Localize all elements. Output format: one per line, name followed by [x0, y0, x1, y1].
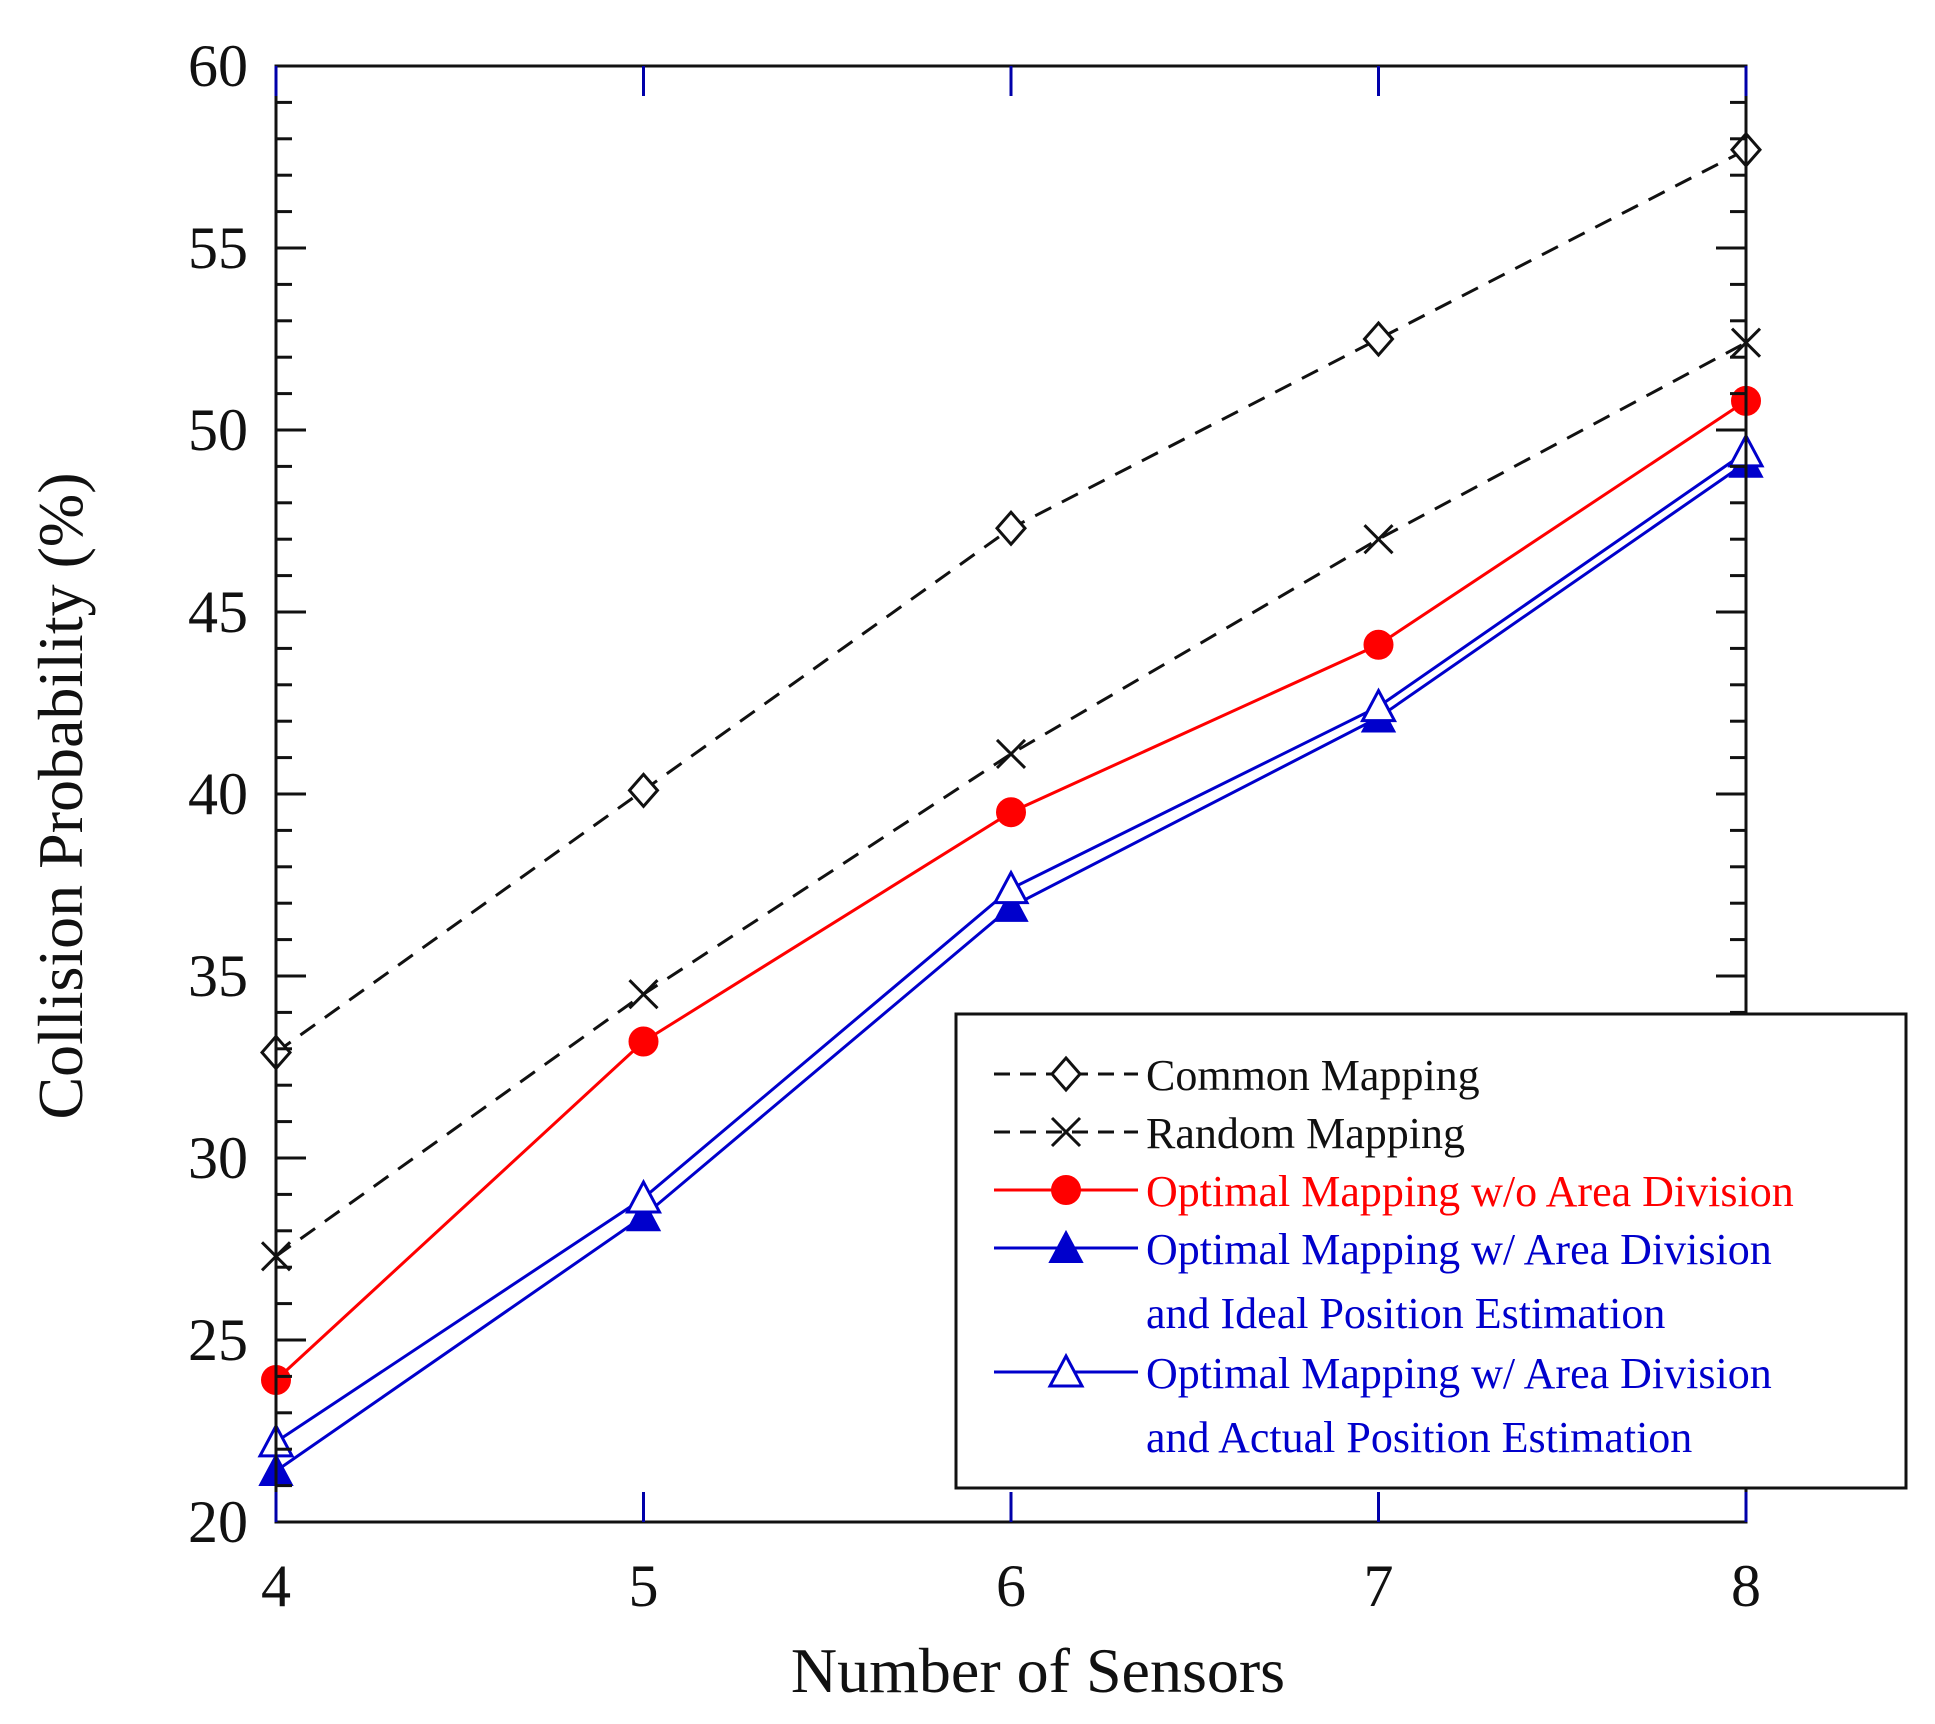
y-tick-label: 40 — [188, 761, 248, 827]
x-tick-label: 7 — [1364, 1553, 1394, 1619]
y-axis-title: Collision Probability (%) — [25, 472, 96, 1119]
data-point — [992, 869, 1030, 905]
x-tick-label: 5 — [629, 1553, 659, 1619]
x-tick-label: 6 — [996, 1553, 1026, 1619]
data-point — [628, 979, 659, 1010]
legend-label: Optimal Mapping w/o Area Division — [1146, 1167, 1794, 1216]
series-layer — [257, 131, 1765, 1487]
legend-marker — [1050, 1116, 1082, 1148]
y-tick-label: 20 — [188, 1489, 248, 1555]
legend-label: and Actual Position Estimation — [1146, 1413, 1692, 1462]
x-tick-label: 8 — [1731, 1553, 1761, 1619]
data-point — [1362, 320, 1395, 358]
data-point — [1363, 629, 1394, 660]
legend-label: and Ideal Position Estimation — [1146, 1289, 1665, 1338]
legend-item: Optimal Mapping w/o Area Division — [994, 1167, 1794, 1216]
data-point — [625, 1198, 662, 1232]
y-tick-label: 30 — [188, 1125, 248, 1191]
legend: Common Mapping Random Mapping Optimal Mapp… — [954, 1012, 1908, 1490]
legend-label: Common Mapping — [1146, 1051, 1480, 1100]
legend-box — [954, 1012, 1908, 1490]
y-tick-label: 50 — [188, 397, 248, 463]
data-point — [628, 1026, 659, 1057]
marker-stroke — [995, 738, 1027, 770]
series-line — [275, 341, 1747, 1258]
data-point — [996, 797, 1026, 828]
data-point — [1363, 524, 1394, 555]
marker-stroke — [628, 979, 659, 1010]
y-tick-label: 60 — [188, 33, 248, 99]
data-point — [995, 738, 1027, 770]
y-tick-label: 45 — [188, 579, 248, 645]
y-tick-label: 55 — [188, 215, 248, 281]
y-tick-label: 25 — [188, 1307, 248, 1373]
legend-marker — [1048, 1229, 1084, 1263]
legend-item: Common Mapping — [994, 1051, 1480, 1100]
data-point — [627, 772, 660, 809]
y-tick-label: 35 — [188, 943, 248, 1009]
legend-item: Optimal Mapping w/ Area Division and Actu… — [994, 1349, 1772, 1462]
marker-stroke — [1050, 1116, 1082, 1148]
data-point — [995, 510, 1027, 547]
data-point — [1360, 687, 1397, 723]
data-point — [625, 1178, 662, 1214]
data-point — [993, 888, 1029, 922]
x-axis-title: Number of Sensors — [791, 1635, 1285, 1706]
legend-item: Random Mapping — [994, 1109, 1465, 1158]
legend-label: Random Mapping — [1146, 1109, 1465, 1158]
legend-marker — [1047, 1352, 1085, 1388]
marker-stroke — [1363, 524, 1394, 555]
legend-label: Optimal Mapping w/ Area Division — [1146, 1225, 1772, 1274]
x-tick-label: 4 — [261, 1553, 291, 1619]
series-0 — [260, 131, 1762, 1071]
series-1 — [260, 327, 1762, 1272]
legend-item: Optimal Mapping w/ Area Division and Idea… — [994, 1225, 1772, 1338]
legend-label: Optimal Mapping w/ Area Division — [1146, 1349, 1772, 1398]
legend-marker — [1051, 1175, 1081, 1205]
legend-marker — [1050, 1055, 1082, 1093]
